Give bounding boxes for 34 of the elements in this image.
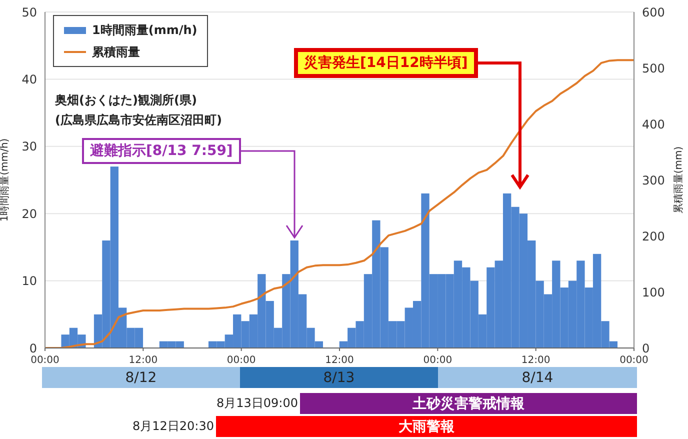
y2-tick-label: 0 [642,341,650,356]
annotation: 災害発生[14日12時半頃] [294,48,478,78]
x-tick-label: 00:00 [423,355,452,366]
x-tick-label: 00:00 [620,355,648,366]
y2-tick-label: 600 [642,5,665,20]
y-tick-label: 40 [22,72,37,86]
annotation: 奥畑(おくはた)観測所(県) [55,92,197,109]
text: 8/13 [240,367,438,388]
x-tick-label: 12:00 [521,355,550,366]
text: 8月13日09:00 [216,395,298,412]
y2-tick-label: 400 [642,117,665,132]
y-tick-label: 10 [22,274,37,288]
x-tick-label: 00:00 [226,355,256,366]
y2-tick-label: 500 [642,61,665,76]
y-tick-label: 30 [22,140,37,154]
y2-tick-label: 100 [642,285,665,300]
annotation: (広島県広島市安佐南区沼田町) [55,112,222,129]
x-tick-label: 12:00 [128,355,158,366]
x-tick-label: 00:00 [30,355,60,366]
legend-label: 累積雨量 [92,44,140,61]
text: 大雨警報 [216,416,637,437]
y-tick-label: 0 [29,341,37,356]
text: 8/12 [42,367,240,388]
legend-label: 1時間雨量(mm/h) [92,22,198,39]
text: 8月12日20:30 [132,418,214,435]
annotation: 避難指示[8/13 7:59] [82,138,241,164]
x-tick-label: 12:00 [325,355,354,366]
text: 土砂災害警戒情報 [300,393,637,414]
y2-tick-label: 200 [642,229,665,244]
y2-tick-label: 300 [642,173,665,188]
text: 8/14 [438,367,637,388]
y-tick-label: 50 [22,5,37,20]
y-tick-label: 20 [22,206,37,221]
y2-axis-title: 累積雨量(mm) [672,146,685,214]
